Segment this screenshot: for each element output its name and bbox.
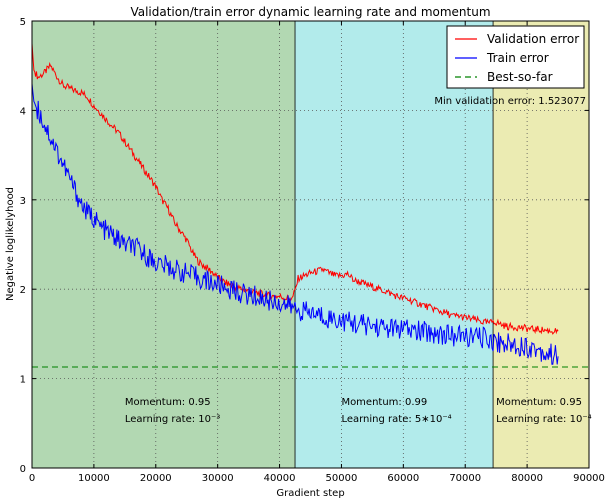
y-tick-label: 5 bbox=[20, 17, 26, 28]
region-band-3 bbox=[493, 21, 589, 468]
region-band-1 bbox=[32, 21, 296, 468]
y-tick-label: 0 bbox=[20, 464, 26, 475]
y-tick-label: 1 bbox=[20, 375, 26, 386]
chart-regions bbox=[32, 21, 589, 468]
region-lr-label-1: Learning rate: 10⁻³ bbox=[125, 414, 220, 425]
series-line-1 bbox=[31, 43, 559, 335]
x-tick-label: 30000 bbox=[202, 473, 234, 484]
region-band-2 bbox=[295, 21, 494, 468]
series-line-2 bbox=[31, 83, 559, 365]
axis-ticks: 0 10000 20000 30000 40000 50000 60000 70000 8000… bbox=[20, 17, 605, 484]
x-axis-label: Gradient step bbox=[276, 488, 344, 499]
x-tick-label: 90000 bbox=[573, 473, 605, 484]
legend-box bbox=[446, 25, 585, 89]
x-tick-label: 20000 bbox=[140, 473, 172, 484]
chart-grid bbox=[32, 21, 589, 468]
region-lr-label-2: Learning rate: 5∗10⁻⁴ bbox=[341, 414, 451, 425]
x-tick-label: 10000 bbox=[78, 473, 110, 484]
legend-label-2: Train error bbox=[486, 51, 549, 65]
y-tick-label: 2 bbox=[20, 285, 26, 296]
chart-title: Validation/train error dynamic learning … bbox=[130, 5, 490, 19]
x-tick-label: 0 bbox=[29, 473, 35, 484]
x-tick-label: 40000 bbox=[264, 473, 296, 484]
legend-label-1: Validation error bbox=[487, 32, 579, 46]
chart-series bbox=[31, 43, 589, 368]
plot-frame bbox=[31, 20, 590, 469]
region-momentum-label-3: Momentum: 0.95 bbox=[496, 397, 582, 408]
x-tick-label: 70000 bbox=[449, 473, 481, 484]
legend: Validation error Train error Best-so-far bbox=[446, 25, 585, 89]
region-labels: Momentum: 0.95 Learning rate: 10⁻³ Momentu… bbox=[125, 397, 592, 425]
region-momentum-label-1: Momentum: 0.95 bbox=[125, 397, 211, 408]
region-momentum-label-2: Momentum: 0.99 bbox=[341, 397, 427, 408]
x-tick-label: 60000 bbox=[387, 473, 419, 484]
region-lr-label-3: Learning rate: 10⁻⁴ bbox=[496, 414, 591, 425]
x-tick-label: 80000 bbox=[511, 473, 543, 484]
y-tick-label: 4 bbox=[20, 106, 26, 117]
y-tick-label: 3 bbox=[20, 196, 26, 207]
y-axis-label: Negative loglikelyhood bbox=[5, 187, 16, 301]
legend-label-3: Best-so-far bbox=[487, 70, 553, 84]
min-validation-annotation: Min validation error: 1.523077 bbox=[434, 96, 586, 107]
x-tick-label: 50000 bbox=[326, 473, 358, 484]
